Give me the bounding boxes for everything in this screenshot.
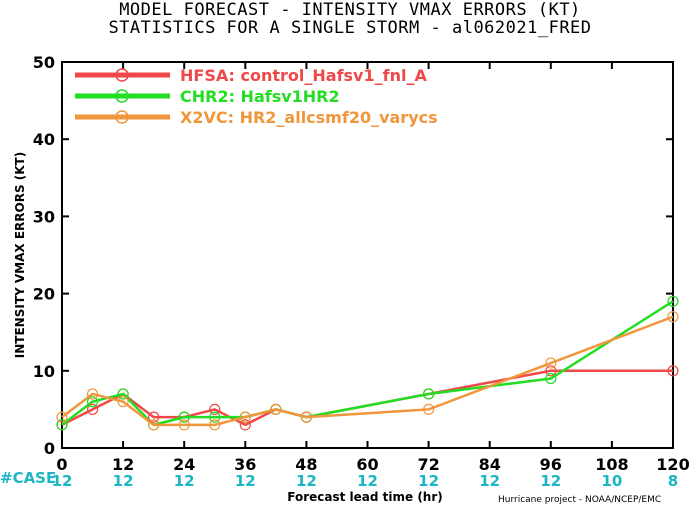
- x-tick-label: 12: [112, 455, 134, 474]
- x-tick-label: 48: [295, 455, 317, 474]
- data-point: [423, 403, 435, 415]
- x-tick-label: 108: [595, 455, 628, 474]
- case-count: 12: [235, 472, 256, 490]
- legend-label-2: CHR2: Hafsv1HR2: [180, 87, 340, 106]
- y-axis-label: INTENSITY VMAX ERRORS (KT): [13, 152, 27, 358]
- x-tick-label: 120: [656, 455, 689, 474]
- series-line-2: [61, 300, 674, 427]
- data-point: [239, 411, 251, 423]
- y-tick-label: 20: [33, 285, 55, 304]
- legend-marker: [115, 68, 129, 82]
- case-count: 12: [418, 472, 439, 490]
- legend-marker: [115, 89, 129, 103]
- x-tick-label: 60: [356, 455, 378, 474]
- data-point: [86, 403, 99, 415]
- chart-subtitle: STATISTICS FOR A SINGLE STORM - al062021…: [108, 18, 592, 38]
- case-count: 12: [113, 472, 134, 490]
- case-count: 12: [357, 472, 378, 490]
- y-tick-label: 50: [33, 53, 55, 72]
- x-tick-label: 96: [540, 455, 562, 474]
- legend-label-3: X2VC: HR2_allcsmf20_varycs: [180, 108, 438, 127]
- data-point: [86, 388, 99, 400]
- x-tick-label: 24: [173, 455, 195, 474]
- chart-title: MODEL FORECAST - INTENSITY VMAX ERRORS (…: [119, 0, 581, 20]
- data-point: [667, 295, 679, 307]
- data-point: [178, 419, 190, 431]
- data-point: [667, 365, 679, 377]
- data-point: [545, 372, 557, 385]
- data-point: [178, 411, 190, 423]
- y-tick-label: 10: [33, 362, 55, 381]
- case-count: 8: [668, 472, 678, 490]
- data-point: [209, 419, 221, 431]
- y-tick-label: 40: [33, 130, 55, 149]
- data-point: [56, 411, 68, 423]
- credit-text: Hurricane project - NOAA/NCEP/EMC: [498, 495, 661, 505]
- data-point: [117, 388, 129, 400]
- data-point: [300, 411, 312, 423]
- case-count: 10: [601, 472, 622, 490]
- data-point: [545, 357, 557, 369]
- data-point: [148, 419, 160, 431]
- series-line-1: [61, 369, 673, 427]
- data-point: [209, 403, 221, 415]
- data-point: [667, 311, 679, 323]
- y-tick-label: 0: [44, 439, 55, 458]
- case-count: 12: [296, 472, 317, 490]
- x-axis-label: Forecast lead time (hr): [287, 490, 443, 504]
- case-count: 12: [540, 472, 561, 490]
- y-tick-label: 30: [33, 207, 55, 226]
- data-point: [209, 411, 221, 423]
- data-point: [86, 396, 99, 408]
- x-tick-label: 84: [479, 455, 501, 474]
- data-point: [545, 365, 557, 377]
- case-count-label: #CASE: [0, 469, 56, 487]
- x-tick-label: 36: [234, 455, 256, 474]
- x-tick-label: 0: [56, 455, 67, 474]
- data-point: [56, 419, 68, 431]
- data-point: [117, 396, 129, 408]
- case-count: 12: [174, 472, 195, 490]
- case-count: 12: [479, 472, 500, 490]
- data-point: [423, 388, 435, 400]
- x-tick-label: 72: [417, 455, 439, 474]
- data-point: [148, 411, 160, 423]
- case-count: 12: [52, 472, 73, 490]
- data-point: [270, 403, 282, 415]
- data-point: [239, 419, 251, 431]
- legend-label-1: HFSA: control_Hafsv1_fnl_A: [180, 66, 427, 85]
- legend-marker: [115, 110, 129, 124]
